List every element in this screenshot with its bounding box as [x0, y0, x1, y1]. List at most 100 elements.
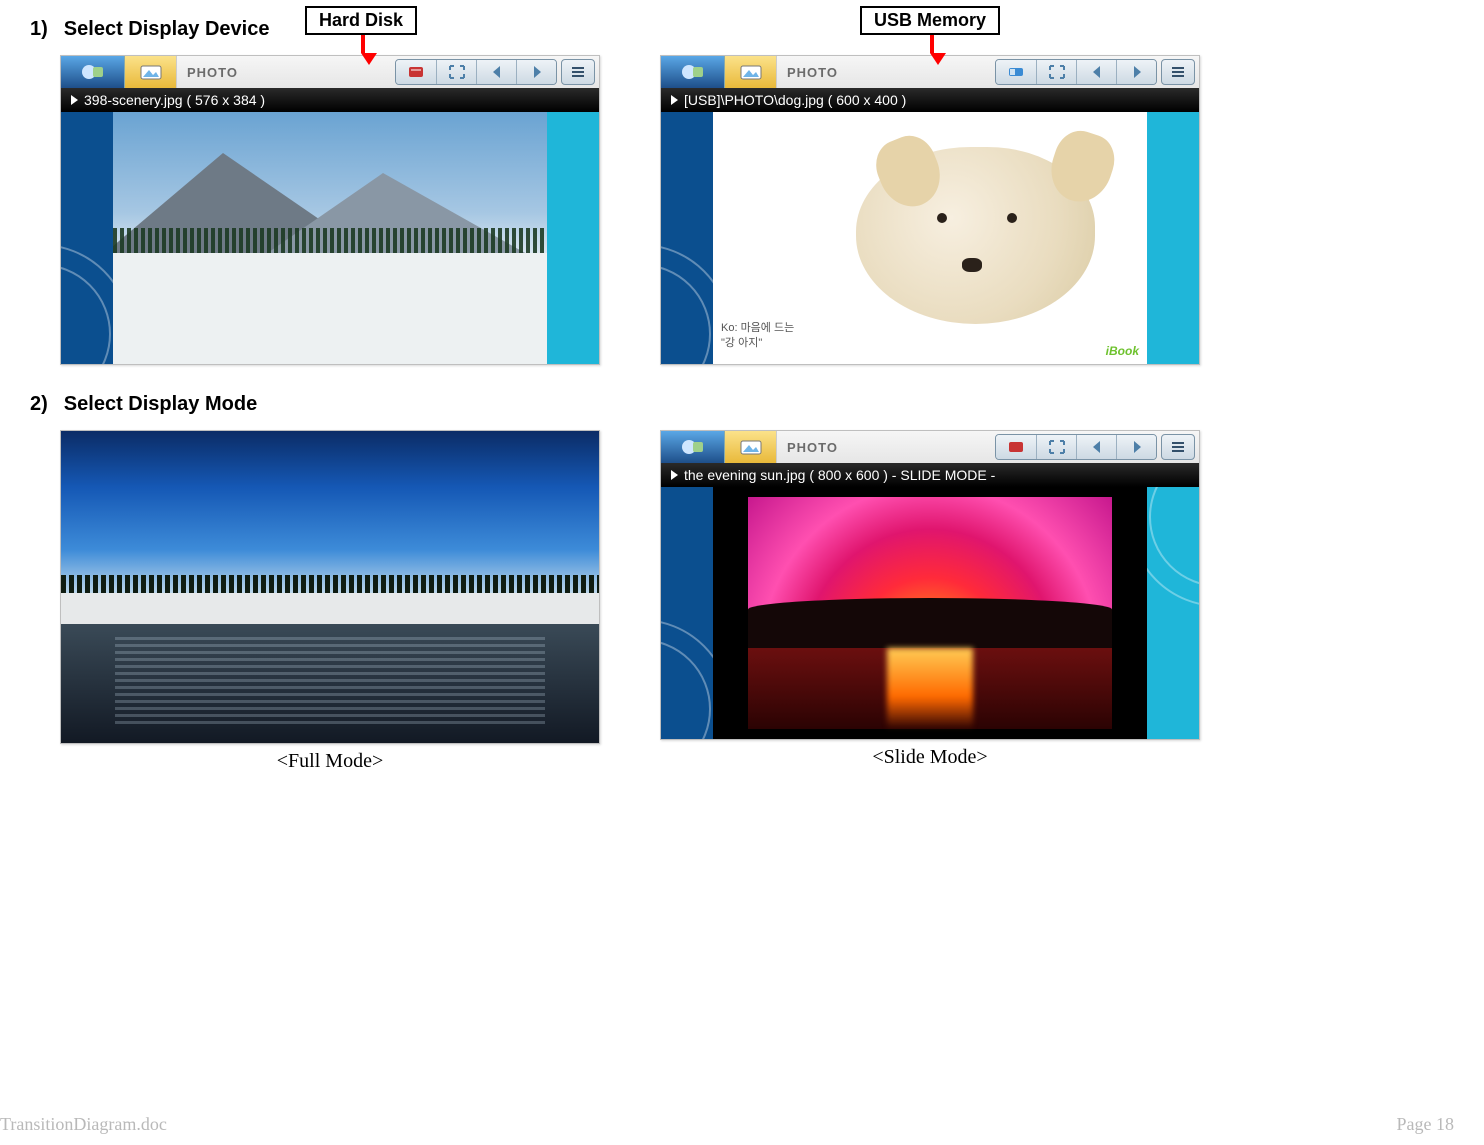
prev-button[interactable]	[476, 60, 516, 84]
home-icon	[80, 62, 106, 82]
app-icon-button[interactable]	[725, 56, 777, 88]
triangle-icon	[671, 95, 678, 105]
path-bar: the evening sun.jpg ( 800 x 600 ) - SLID…	[661, 463, 1199, 487]
callout-label: USB Memory	[860, 6, 1000, 35]
photo-app-icon	[140, 63, 162, 81]
home-button[interactable]	[61, 56, 125, 88]
sunset-image	[713, 487, 1147, 739]
path-bar: 398-scenery.jpg ( 576 x 384 )	[61, 88, 599, 112]
app-icon-button[interactable]	[725, 431, 777, 463]
callout-hard-disk: Hard Disk	[305, 6, 417, 35]
side-panel-left	[661, 487, 713, 739]
side-panel-left	[661, 112, 713, 364]
section-title: Select Display Mode	[64, 393, 257, 416]
section-number: 2)	[30, 393, 48, 416]
hdd-icon	[407, 64, 425, 80]
menu-button[interactable]	[1161, 59, 1195, 85]
section-1-heading: 1) Select Display Device	[30, 18, 1454, 41]
image-area[interactable]	[713, 487, 1147, 739]
dog-caption-2: "강 아지"	[721, 337, 762, 349]
photo-window-full	[60, 430, 600, 744]
scenery-image	[113, 112, 547, 364]
expand-icon	[1048, 439, 1066, 455]
path-text: the evening sun.jpg ( 800 x 600 ) - SLID…	[684, 467, 995, 483]
photo-window-usb: PHOTO [USB]\PHOTO\dog.jp	[660, 55, 1200, 365]
section-title: Select Display Device	[64, 18, 270, 41]
app-title: PHOTO	[177, 56, 391, 88]
expand-button[interactable]	[1036, 60, 1076, 84]
image-area[interactable]: Ko: 마음에 드는 "강 아지" iBook	[713, 112, 1147, 364]
path-text: 398-scenery.jpg ( 576 x 384 )	[84, 92, 265, 108]
photo-app-icon	[740, 63, 762, 81]
viewport: Ko: 마음에 드는 "강 아지" iBook	[661, 112, 1199, 364]
dog-image: Ko: 마음에 드는 "강 아지" iBook	[713, 112, 1147, 364]
lake-image	[61, 431, 599, 743]
hdd-icon	[1007, 439, 1025, 455]
row-select-mode: <Full Mode> PHOTO	[30, 430, 1454, 773]
toolbar: PHOTO	[61, 56, 599, 88]
toolbar-button-group	[995, 59, 1157, 85]
dog-logo: iBook	[1106, 344, 1139, 358]
photo-app-icon	[740, 438, 762, 456]
slide-mode-caption: <Slide Mode>	[660, 746, 1200, 769]
chevron-left-icon	[1088, 64, 1106, 80]
triangle-icon	[671, 470, 678, 480]
next-button[interactable]	[1116, 60, 1156, 84]
home-icon	[680, 437, 706, 457]
expand-icon	[1048, 64, 1066, 80]
viewport	[661, 487, 1199, 739]
chevron-right-icon	[528, 64, 546, 80]
device-select-button[interactable]	[996, 435, 1036, 459]
viewport	[61, 431, 599, 743]
app-icon-button[interactable]	[125, 56, 177, 88]
home-button[interactable]	[661, 431, 725, 463]
prev-button[interactable]	[1076, 435, 1116, 459]
side-panel-right	[547, 112, 599, 364]
expand-button[interactable]	[1036, 435, 1076, 459]
image-area[interactable]	[61, 431, 599, 743]
chevron-left-icon	[488, 64, 506, 80]
expand-icon	[448, 64, 466, 80]
callout-usb-memory: USB Memory	[860, 6, 1000, 35]
section-2-heading: 2) Select Display Mode	[30, 393, 1454, 416]
usb-icon	[1007, 64, 1025, 80]
section-number: 1)	[30, 18, 48, 41]
callout-label: Hard Disk	[305, 6, 417, 35]
next-button[interactable]	[1116, 435, 1156, 459]
next-button[interactable]	[516, 60, 556, 84]
menu-button[interactable]	[561, 59, 595, 85]
side-panel-right	[1147, 487, 1199, 739]
app-title: PHOTO	[777, 56, 991, 88]
path-text: [USB]\PHOTO\dog.jpg ( 600 x 400 )	[684, 92, 906, 108]
device-select-button[interactable]	[996, 60, 1036, 84]
full-mode-block: <Full Mode>	[60, 430, 600, 773]
side-panel-left	[61, 112, 113, 364]
viewport	[61, 112, 599, 364]
photo-window-hdd: PHOTO 398-scenery.jpg (	[60, 55, 600, 365]
dog-caption-1: Ko: 마음에 드는	[721, 322, 794, 334]
footer-page-number: Page 18	[1397, 1114, 1455, 1135]
triangle-icon	[71, 95, 78, 105]
home-button[interactable]	[661, 56, 725, 88]
home-icon	[680, 62, 706, 82]
menu-button[interactable]	[1161, 434, 1195, 460]
expand-button[interactable]	[436, 60, 476, 84]
menu-icon	[1170, 65, 1186, 79]
photo-window-slide: PHOTO	[660, 430, 1200, 740]
slide-mode-block: PHOTO	[660, 430, 1200, 773]
full-mode-caption: <Full Mode>	[60, 750, 600, 773]
device-select-button[interactable]	[396, 60, 436, 84]
footer-doc-name: TransitionDiagram.doc	[0, 1114, 167, 1135]
image-area[interactable]	[113, 112, 547, 364]
chevron-right-icon	[1128, 64, 1146, 80]
app-title: PHOTO	[777, 431, 991, 463]
menu-icon	[570, 65, 586, 79]
chevron-right-icon	[1128, 439, 1146, 455]
chevron-left-icon	[1088, 439, 1106, 455]
path-bar: [USB]\PHOTO\dog.jpg ( 600 x 400 )	[661, 88, 1199, 112]
side-panel-right	[1147, 112, 1199, 364]
menu-icon	[1170, 440, 1186, 454]
toolbar-button-group	[995, 434, 1157, 460]
row-select-device: PHOTO 398-scenery.jpg (	[30, 55, 1454, 365]
prev-button[interactable]	[1076, 60, 1116, 84]
